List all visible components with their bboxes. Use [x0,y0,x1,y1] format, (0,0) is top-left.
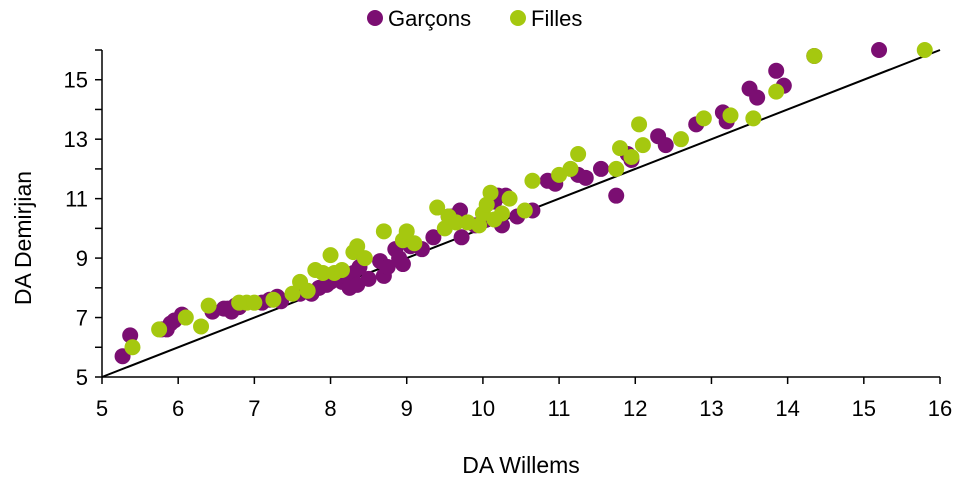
scatter-point [124,339,141,356]
scatter-point [314,264,331,281]
series-group [124,42,933,356]
scatter-point [592,160,609,177]
y-tick-label: 15 [64,68,88,93]
y-axis-label: DA Demirjian [10,171,36,305]
legend-marker-filles [510,10,526,26]
scatter-point [501,190,518,207]
x-axis-label: DA Willems [462,452,580,478]
scatter-point [631,116,648,133]
scatter-point [122,327,139,344]
scatter-point [448,214,465,231]
scatter-point [871,42,888,58]
x-tick-label: 15 [852,396,876,421]
scatter-point [200,297,217,314]
scatter-point [695,110,712,127]
x-tick-label: 11 [548,396,571,421]
y-tick-label: 13 [64,127,88,152]
x-tick-label: 14 [775,396,799,421]
x-tick-label: 16 [928,396,952,421]
scatter-point [608,160,625,177]
scatter-point [398,223,415,240]
scatter-point [768,62,785,79]
x-tick-label: 10 [471,396,495,421]
scatter-point [406,235,423,252]
scatter-point [356,250,373,267]
scatter-point [284,285,301,302]
legend-label-filles: Filles [531,6,582,31]
y-tick-label: 9 [76,246,88,271]
y-tick-label: 7 [76,306,88,331]
scatter-point [916,42,933,58]
data-points [114,42,933,365]
scatter-point [151,321,168,338]
x-tick-label: 13 [699,396,723,421]
scatter-point [493,205,510,222]
y-tick-label: 11 [65,187,88,212]
scatter-point [333,261,350,278]
legend-marker-garcons [367,10,383,26]
x-tick-label: 7 [248,396,260,421]
scatter-point [429,199,446,216]
scatter-point [322,247,339,264]
scatter-point [672,131,689,148]
scatter-point [246,294,263,311]
scatter-point [299,282,316,299]
scatter-point [608,187,625,204]
scatter-point [265,291,282,308]
scatter-point [634,137,651,154]
scatter-point [360,270,377,287]
scatter-point [612,140,629,157]
axes: 5 6 7 8 9 10 11 12 13 14 15 16 5 7 9 11 13 15 [64,49,952,421]
x-tick-label: 9 [401,396,413,421]
x-tick-label: 12 [623,396,647,421]
scatter-point [623,149,640,166]
scatter-point [516,202,533,219]
scatter-point [379,259,396,276]
scatter-point [570,146,587,163]
scatter-point [524,172,541,189]
scatter-point [375,223,392,240]
scatter-point [349,238,366,255]
scatter-point [657,137,674,154]
scatter-point [394,256,411,273]
scatter-point [453,229,470,246]
scatter-point [749,89,766,106]
scatter-point [482,184,499,201]
legend: Garçons Filles [367,6,582,31]
scatter-point [577,169,594,186]
scatter-point [745,110,762,127]
scatter-point [425,229,442,246]
y-tick-label: 5 [76,365,88,390]
scatter-point [177,309,194,326]
x-tick-label: 5 [96,396,108,421]
x-tick-label: 6 [172,396,184,421]
scatter-point [562,160,579,177]
scatter-point [193,318,210,335]
scatter-point [722,107,739,124]
legend-label-garcons: Garçons [388,6,471,31]
x-tick-label: 8 [324,396,336,421]
scatter-point [806,47,823,64]
scatter-point [768,83,785,100]
